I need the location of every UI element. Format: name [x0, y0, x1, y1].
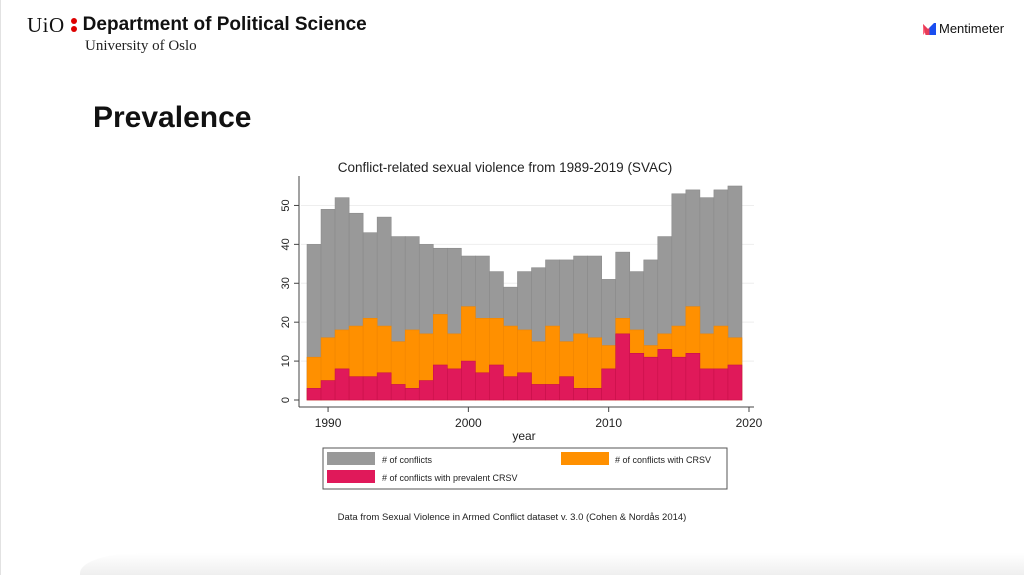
- bar-prevalent-2009: [587, 388, 602, 401]
- chart-svg: Conflict-related sexual violence from 19…: [262, 145, 763, 505]
- bars-layer: [306, 185, 743, 401]
- chart-legend: # of conflicts # of conflicts with CRSV …: [322, 447, 728, 490]
- axes-layer: 0 10 20 30 40 50 1990 2000 2010 2020: [280, 176, 763, 430]
- bar-prevalent-2019: [727, 364, 743, 401]
- slide-bottom-shadow: [80, 553, 1024, 575]
- bar-prevalent-2001: [475, 372, 490, 401]
- bar-prevalent-2014: [657, 349, 673, 401]
- y-tick-label-50: 50: [280, 199, 292, 211]
- bar-prevalent-2004: [517, 372, 532, 401]
- bar-prevalent-2017: [699, 368, 715, 401]
- chart-container: Conflict-related sexual violence from 19…: [262, 145, 763, 505]
- chart-title: Conflict-related sexual violence from 19…: [338, 160, 672, 175]
- bar-prevalent-1993: [362, 376, 378, 401]
- y-tick-label-30: 30: [280, 277, 292, 289]
- bar-prevalent-2011: [615, 333, 631, 401]
- legend-swatch-prevalent: [327, 470, 375, 483]
- bar-prevalent-2005: [531, 384, 546, 401]
- bar-prevalent-2008: [573, 388, 588, 401]
- bar-prevalent-1998: [432, 364, 448, 401]
- bar-prevalent-1990: [320, 380, 336, 401]
- bar-prevalent-2007: [559, 376, 574, 401]
- bar-prevalent-1999: [447, 368, 462, 401]
- mentimeter-brand: Mentimeter: [923, 21, 1004, 36]
- bar-prevalent-2000: [461, 360, 476, 401]
- bar-prevalent-1992: [348, 376, 364, 401]
- bar-prevalent-2013: [643, 356, 659, 401]
- x-tick-label-2010: 2010: [595, 416, 622, 430]
- bar-prevalent-2016: [685, 353, 701, 401]
- bar-prevalent-1997: [418, 380, 434, 401]
- mentimeter-name: Mentimeter: [939, 21, 1005, 36]
- bar-prevalent-2012: [629, 353, 645, 401]
- bar-prevalent-2015: [671, 356, 687, 401]
- y-tick-label-40: 40: [280, 238, 292, 250]
- x-tick-label-1990: 1990: [315, 416, 342, 430]
- university-name: University of Oslo: [85, 38, 197, 54]
- legend-label-crsv: # of conflicts with CRSV: [615, 455, 711, 465]
- slide-left-border: [0, 0, 1, 575]
- y-tick-label-20: 20: [280, 316, 292, 328]
- x-axis-label: year: [512, 429, 535, 443]
- uio-logo-text: UiO: [27, 12, 65, 37]
- bar-prevalent-2003: [503, 376, 518, 401]
- legend-box: [322, 447, 728, 490]
- legend-label-prevalent: # of conflicts with prevalent CRSV: [382, 473, 518, 483]
- x-tick-label-2000: 2000: [455, 416, 482, 430]
- bar-prevalent-1994: [376, 372, 392, 401]
- bar-prevalent-1989: [306, 388, 322, 401]
- legend-label-conflicts: # of conflicts: [382, 455, 433, 465]
- mentimeter-logo-icon: [923, 22, 936, 35]
- slide-title: Prevalence: [93, 101, 252, 134]
- bar-prevalent-2010: [601, 368, 616, 401]
- x-tick-label-2020: 2020: [736, 416, 762, 430]
- bar-prevalent-1995: [390, 384, 406, 401]
- department-name: Department of Political Science: [82, 14, 367, 35]
- legend-swatch-conflicts: [327, 452, 375, 465]
- bar-prevalent-2018: [713, 368, 729, 401]
- bar-prevalent-2006: [545, 384, 560, 401]
- bar-prevalent-1996: [404, 388, 420, 401]
- bar-prevalent-1991: [334, 368, 350, 401]
- bar-prevalent-2002: [489, 364, 504, 401]
- y-tick-label-10: 10: [280, 355, 292, 367]
- y-tick-label-0: 0: [280, 397, 292, 403]
- data-source-caption: Data from Sexual Violence in Armed Confl…: [337, 512, 687, 523]
- university-header: UiO Department of Political Science Univ…: [27, 13, 367, 55]
- uio-logo-dots-icon: [70, 17, 77, 33]
- legend-swatch-crsv: [561, 452, 609, 465]
